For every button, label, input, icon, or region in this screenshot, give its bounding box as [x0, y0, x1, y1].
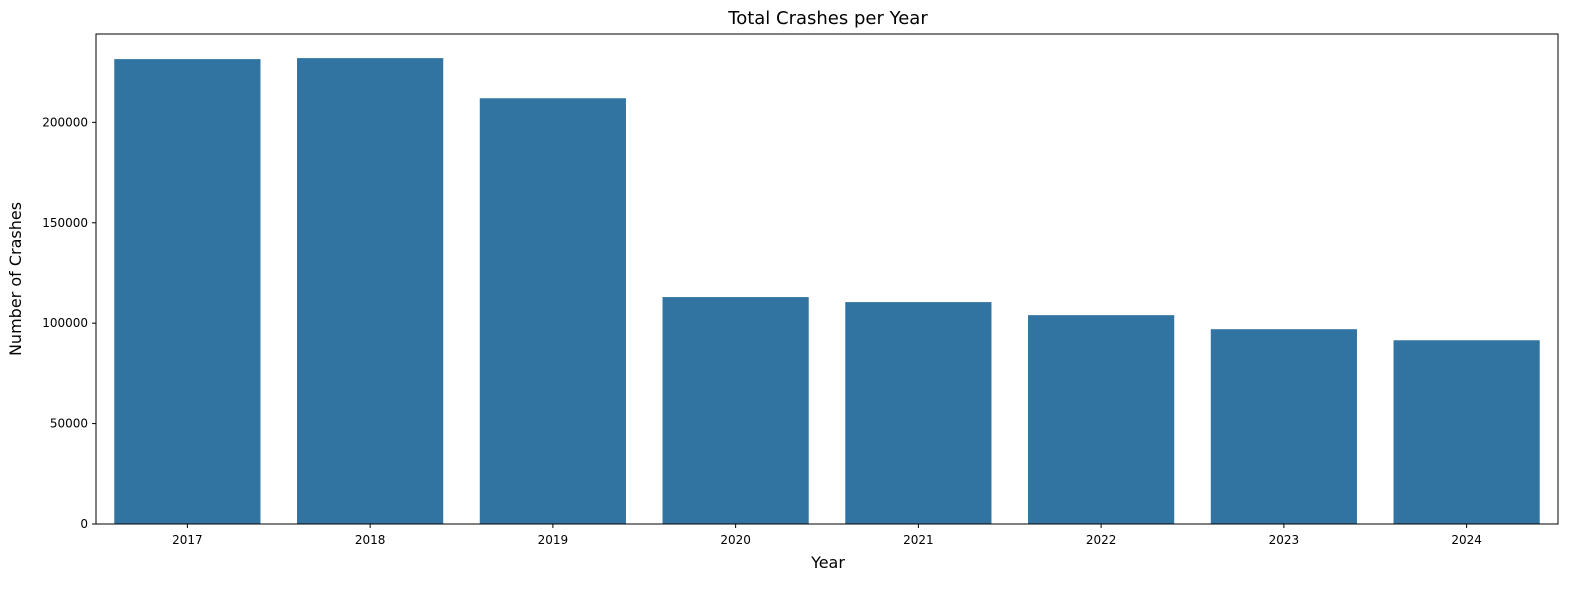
y-tick-label: 150000: [42, 216, 88, 230]
x-tick-label: 2022: [1086, 533, 1117, 547]
bar-2022: [1028, 315, 1175, 524]
x-tick-label: 2021: [903, 533, 934, 547]
chart-title: Total Crashes per Year: [727, 8, 928, 29]
bar-2021: [845, 302, 992, 524]
x-tick-label: 2020: [720, 533, 751, 547]
bar-2023: [1210, 329, 1357, 524]
y-tick-label: 200000: [42, 115, 88, 129]
x-tick-label: 2023: [1269, 533, 1300, 547]
x-tick-label: 2018: [355, 533, 386, 547]
bar-2018: [297, 58, 444, 524]
y-tick-label: 100000: [42, 316, 88, 330]
plot-frame: [95, 33, 1559, 525]
x-tick-label: 2017: [172, 533, 203, 547]
bar-2017: [114, 59, 261, 524]
bars-layer: [114, 58, 1540, 524]
y-tick-label: 0: [80, 517, 88, 531]
x-axis-label: Year: [810, 553, 845, 572]
x-tick-label: 2019: [538, 533, 569, 547]
bar-2020: [662, 297, 809, 524]
ticks-layer: 2017 2018 2019 2020 2021 2022 2023 2024 0 50000 10…: [42, 115, 1482, 547]
y-axis-label: Number of Crashes: [6, 202, 25, 356]
bar-2019: [479, 98, 626, 524]
x-tick-label: 2024: [1451, 533, 1482, 547]
y-tick-label: 50000: [50, 417, 88, 431]
bar-2024: [1393, 340, 1540, 524]
